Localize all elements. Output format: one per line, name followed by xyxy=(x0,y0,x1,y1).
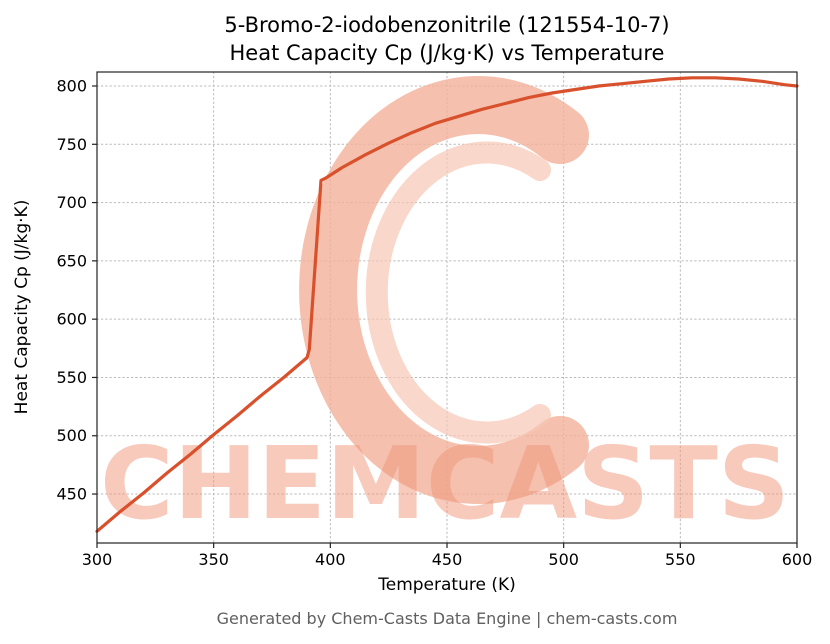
y-tick-label: 750 xyxy=(56,135,87,154)
y-tick-label: 650 xyxy=(56,251,87,270)
y-tick-label: 550 xyxy=(56,368,87,387)
chart-title-line1: 5-Bromo-2-iodobenzonitrile (121554-10-7) xyxy=(224,13,669,37)
axis-ticks: 300 350 400 450 500 550 600 450 500 550 600 650 700 7… xyxy=(56,76,812,569)
x-tick-label: 400 xyxy=(315,550,346,569)
x-tick-label: 300 xyxy=(82,550,113,569)
y-tick-label: 700 xyxy=(56,193,87,212)
x-tick-label: 500 xyxy=(548,550,579,569)
y-axis-label: Heat Capacity Cp (J/kg·K) xyxy=(12,200,32,415)
x-tick-label: 450 xyxy=(432,550,463,569)
watermark: CHEMCASTS xyxy=(100,76,790,542)
y-tick-label: 800 xyxy=(56,76,87,95)
cp-data-line xyxy=(95,76,799,533)
x-axis-label: Temperature (K) xyxy=(377,575,516,595)
x-tick-label: 550 xyxy=(665,550,696,569)
chemcasts-logo-icon xyxy=(299,76,589,504)
y-tick-label: 450 xyxy=(56,485,87,504)
chart-title-line2: Heat Capacity Cp (J/kg·K) vs Temperature xyxy=(230,41,665,65)
x-tick-label: 600 xyxy=(782,550,813,569)
y-tick-label: 600 xyxy=(56,310,87,329)
x-tick-label: 350 xyxy=(198,550,229,569)
watermark-text: CHEMCASTS xyxy=(100,425,790,542)
chemcasts-logo-inner-swoosh-icon xyxy=(365,141,551,444)
footer-attribution: Generated by Chem-Casts Data Engine | ch… xyxy=(217,609,678,628)
y-tick-label: 500 xyxy=(56,426,87,445)
